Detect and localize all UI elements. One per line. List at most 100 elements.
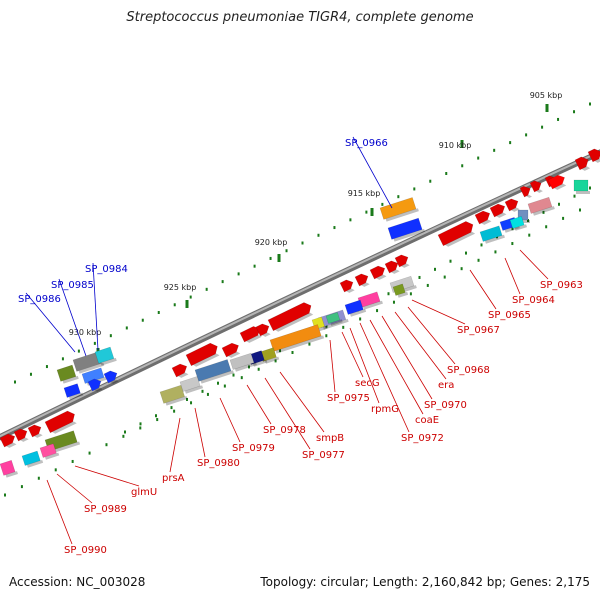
gene-feature bbox=[269, 324, 325, 354]
gene-feature bbox=[44, 410, 77, 434]
scale-tick bbox=[139, 422, 142, 426]
gene-feature bbox=[527, 196, 555, 216]
scale-tick bbox=[445, 172, 448, 175]
leader-line bbox=[369, 319, 424, 415]
gene-feature bbox=[229, 352, 257, 372]
gene-label-rpmG: rpmG bbox=[371, 404, 399, 415]
leader-line bbox=[58, 278, 87, 357]
scale-label: 925 kbp bbox=[164, 283, 197, 292]
leader-line bbox=[381, 315, 433, 400]
genome-summary-text: Topology: circular; Length: 2,160,842 bp… bbox=[260, 575, 590, 589]
scale-tick bbox=[20, 485, 23, 489]
scale-tick bbox=[170, 406, 173, 410]
accession-text: Accession: NC_003028 bbox=[9, 575, 146, 589]
gene-feature bbox=[27, 424, 43, 438]
gene-label-SP_0986: SP_0986 bbox=[18, 294, 61, 305]
scale-tick bbox=[589, 186, 591, 190]
scale-tick bbox=[573, 194, 576, 198]
gene-feature bbox=[573, 179, 590, 194]
scale-tick bbox=[221, 280, 224, 284]
scale-tick bbox=[509, 141, 512, 145]
gene-feature bbox=[87, 378, 103, 392]
scale-tick bbox=[279, 349, 281, 353]
scale-tick bbox=[573, 110, 576, 114]
scale-tick bbox=[201, 389, 204, 393]
gene-feature bbox=[474, 210, 492, 225]
gene-feature bbox=[357, 291, 383, 310]
scale-tick bbox=[558, 202, 560, 206]
scale-tick bbox=[562, 216, 565, 220]
scale-tick bbox=[139, 426, 142, 430]
scale-tick bbox=[186, 397, 188, 401]
leader-line bbox=[246, 384, 272, 425]
scale-tick bbox=[217, 381, 219, 385]
scale-tick bbox=[359, 317, 362, 321]
gene-feature bbox=[103, 370, 119, 384]
scale-tick bbox=[494, 250, 497, 254]
gene-feature bbox=[325, 311, 343, 326]
gene-label-SP_0984: SP_0984 bbox=[85, 264, 128, 275]
scale-tick bbox=[527, 219, 529, 223]
scale-label: 910 kbp bbox=[439, 141, 472, 150]
gene-label-secG: secG bbox=[355, 378, 380, 389]
scale-tick bbox=[333, 226, 336, 230]
gene-feature bbox=[354, 273, 370, 287]
scale-label: 920 kbp bbox=[255, 238, 288, 247]
scale-tick bbox=[541, 125, 544, 129]
gene-feature bbox=[547, 174, 567, 190]
scale-tick bbox=[61, 357, 64, 361]
gene-feature bbox=[267, 302, 314, 332]
gene-feature bbox=[519, 185, 532, 198]
scale-tick bbox=[426, 283, 429, 287]
gene-feature bbox=[0, 459, 18, 478]
scale-tick bbox=[45, 365, 48, 369]
gene-label-era: era bbox=[438, 380, 454, 391]
scale-tick bbox=[54, 468, 57, 472]
gene-feature bbox=[587, 148, 600, 163]
gene-label-coaE: coaE bbox=[415, 415, 439, 426]
scale-tick bbox=[125, 326, 128, 330]
leader-line bbox=[504, 257, 521, 295]
scale-tick bbox=[205, 287, 208, 291]
gene-label-SP_0989: SP_0989 bbox=[84, 504, 127, 515]
gene-feature bbox=[509, 215, 528, 231]
gene-label-SP_0972: SP_0972 bbox=[401, 433, 444, 444]
scale-tick bbox=[413, 187, 416, 191]
gene-feature bbox=[255, 323, 271, 337]
leader-line bbox=[349, 327, 380, 404]
scale-tick bbox=[317, 233, 320, 237]
gene-feature bbox=[72, 351, 105, 374]
gene-label-glmU: glmU bbox=[131, 487, 157, 498]
leader-line bbox=[469, 269, 497, 310]
gene-feature bbox=[489, 203, 507, 218]
scale-tick bbox=[240, 376, 243, 380]
gene-feature bbox=[185, 342, 220, 367]
scale-tick bbox=[189, 295, 192, 299]
scale-tick bbox=[579, 208, 581, 212]
scale-tick bbox=[449, 259, 452, 263]
scale-tick bbox=[418, 275, 421, 279]
scale-tick bbox=[206, 392, 209, 396]
scale-tick bbox=[141, 318, 144, 322]
leader-line bbox=[56, 473, 93, 504]
scale-tick bbox=[429, 179, 432, 183]
scale-label: 905 kbp bbox=[530, 91, 563, 100]
gene-feature bbox=[504, 198, 520, 212]
gene-feature bbox=[392, 283, 409, 298]
scale-tick bbox=[274, 359, 277, 363]
leader-line bbox=[25, 292, 76, 353]
scale-tick bbox=[285, 249, 288, 253]
scale-tick bbox=[77, 349, 80, 353]
scale-label: 915 kbp bbox=[348, 189, 381, 198]
scale-tick bbox=[223, 384, 226, 388]
scale-tick bbox=[4, 493, 6, 497]
scale-tick bbox=[477, 156, 480, 160]
scale-tick bbox=[349, 218, 352, 222]
gene-label-SP_0964: SP_0964 bbox=[512, 295, 555, 306]
scale-major-tick bbox=[460, 140, 464, 148]
leader-line bbox=[46, 479, 73, 545]
gene-feature bbox=[394, 254, 410, 268]
scale-tick bbox=[409, 292, 412, 296]
scale-tick bbox=[477, 258, 480, 262]
scale-tick bbox=[365, 210, 368, 214]
